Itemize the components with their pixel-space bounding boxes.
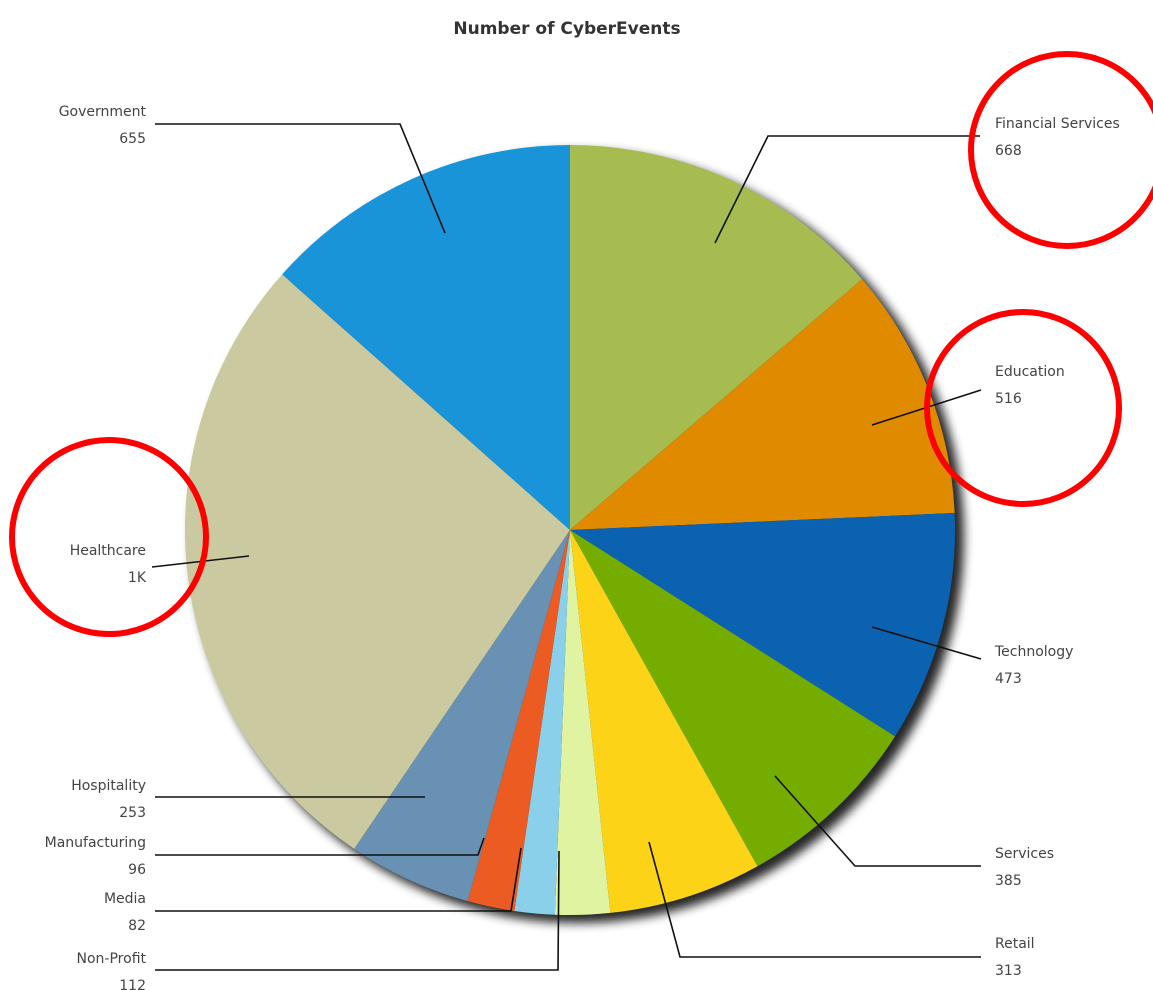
leader-line-non-profit	[155, 850, 560, 971]
value-label-non-profit: 112	[119, 978, 146, 990]
highlight-circle-education	[924, 309, 1122, 507]
slice-non-profit	[554, 530, 611, 915]
label-non-profit: Non-Profit	[77, 951, 147, 967]
label-media: Media	[104, 891, 146, 907]
label-hospitality: Hospitality	[71, 778, 146, 794]
leader-line-services	[774, 775, 981, 867]
leader-line-technology	[871, 626, 982, 660]
leader-line-financial-services	[714, 135, 980, 244]
value-label-media: 82	[128, 918, 146, 934]
slice-labels: Financial Services 668 Education 516 Technol…	[45, 104, 1120, 990]
leader-line-government	[155, 123, 446, 234]
slice-media	[514, 530, 570, 915]
value-label-manufacturing: 96	[128, 862, 146, 878]
value-label-healthcare: 1K	[128, 570, 147, 586]
label-financial-services: Financial Services	[995, 116, 1120, 132]
value-label-services: 385	[995, 873, 1022, 889]
chart-title: Number of CyberEvents	[453, 19, 680, 39]
leader-line-manufacturing	[155, 837, 485, 856]
slice-financial-services	[570, 145, 863, 530]
highlight-circles	[9, 51, 1153, 637]
highlight-circle-financial-services	[968, 51, 1153, 249]
label-government: Government	[59, 104, 147, 120]
label-healthcare: Healthcare	[70, 543, 146, 559]
slice-hospitality	[354, 530, 570, 902]
pie-slices	[184, 145, 955, 915]
slice-government	[282, 145, 570, 530]
value-label-financial-services: 668	[995, 143, 1022, 159]
leader-line-media	[155, 847, 522, 912]
slice-technology	[570, 513, 955, 737]
slice-education	[570, 279, 955, 530]
value-label-education: 516	[995, 391, 1022, 407]
highlight-circle-healthcare	[9, 437, 209, 637]
slice-healthcare	[184, 274, 571, 849]
leader-line-retail	[648, 841, 981, 958]
label-education: Education	[995, 364, 1065, 380]
value-label-government: 655	[119, 131, 146, 147]
slice-services	[570, 530, 896, 867]
value-label-retail: 313	[995, 963, 1022, 979]
label-manufacturing: Manufacturing	[45, 835, 146, 851]
label-technology: Technology	[994, 644, 1073, 660]
label-services: Services	[995, 846, 1054, 862]
slice-retail	[570, 530, 758, 913]
value-label-technology: 473	[995, 671, 1022, 687]
slice-manufacturing	[467, 530, 570, 911]
value-label-hospitality: 253	[119, 805, 146, 821]
label-retail: Retail	[995, 936, 1035, 952]
